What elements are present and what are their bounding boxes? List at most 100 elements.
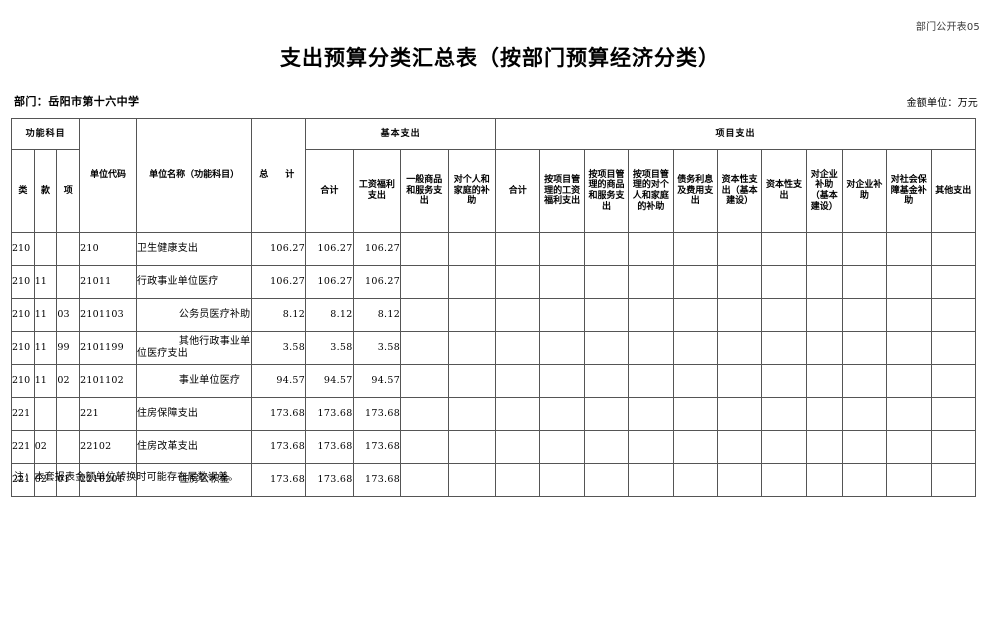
header-row-columns: 类 款 项 合计 工资福利支出 一般商品和服务支出 对个人和家庭的补助 合计 按… <box>11 149 976 233</box>
cell-proj_ent_cons <box>805 298 843 332</box>
cell-proj_personal <box>628 331 674 365</box>
table-row: 221 02 01 2210201 住房公积金 173.68 173.68 173.68 <box>11 463 976 497</box>
header-project-expenditure: 项目支出 <box>495 118 976 150</box>
header-proj-goods: 按项目管理的商品和服务支出 <box>583 149 630 233</box>
table-row: 210 11 99 2101199 其他行政事业单位医疗支出 3.58 3.58 3.58 <box>11 331 976 365</box>
cell-proj_salary <box>539 397 585 431</box>
cell-proj_ent <box>841 364 888 398</box>
cell-proj_ent_cons <box>805 265 843 299</box>
cell-proj_ent_cons <box>805 430 843 464</box>
cell-proj_capital_cons <box>716 364 763 398</box>
cell-proj_salary <box>539 331 585 365</box>
header-proj-enterprise: 对企业补助 <box>841 149 888 233</box>
table-header: 功能科目 单位代码 单位名称（功能科目） 总 计 基本支出 项目支出 类 款 项… <box>10 118 976 233</box>
cell-basic_salary: 3.58 <box>352 331 402 365</box>
cell-basic_total: 106.27 <box>305 265 354 299</box>
cell-unit-code: 22102 <box>79 430 137 464</box>
cell-total: 173.68 <box>251 430 307 464</box>
department-label: 部门：岳阳市第十六中学 <box>14 95 140 108</box>
cell-basic_salary: 173.68 <box>352 430 402 464</box>
cell-proj_salary <box>539 232 585 266</box>
cell-proj_capital <box>761 364 807 398</box>
cell-lei: 210 <box>11 364 35 398</box>
cell-proj_capital_cons <box>716 331 763 365</box>
cell-proj_total <box>495 232 541 266</box>
cell-unit-name: 住房保障支出 <box>135 397 253 431</box>
header-unit-name: 单位名称（功能科目） <box>135 118 253 233</box>
cell-xiang <box>56 430 81 464</box>
header-basic-total: 合计 <box>305 149 354 233</box>
cell-basic_personal <box>447 331 497 365</box>
cell-proj_goods <box>583 265 630 299</box>
cell-proj_debt <box>672 463 718 497</box>
cell-proj_other <box>930 331 976 365</box>
cell-xiang: 99 <box>56 331 81 365</box>
cell-proj_social <box>886 331 932 365</box>
cell-unit-code: 210 <box>79 232 137 266</box>
cell-proj_debt <box>672 430 718 464</box>
header-proj-social-security: 对社会保障基金补助 <box>886 149 932 233</box>
cell-kuan <box>33 232 58 266</box>
cell-proj_salary <box>539 430 585 464</box>
cell-proj_debt <box>672 298 718 332</box>
cell-proj_social <box>886 397 932 431</box>
cell-unit-name: 行政事业单位医疗 <box>135 265 253 299</box>
cell-proj_total <box>495 364 541 398</box>
cell-unit-code: 21011 <box>79 265 137 299</box>
cell-proj_other <box>930 430 976 464</box>
cell-basic_goods <box>400 463 449 497</box>
cell-basic_salary: 106.27 <box>352 232 402 266</box>
cell-proj_salary <box>539 265 585 299</box>
cell-kuan: 11 <box>33 364 58 398</box>
cell-proj_capital <box>761 463 807 497</box>
cell-proj_ent <box>841 463 888 497</box>
header-unit-code: 单位代码 <box>79 118 137 233</box>
cell-proj_capital_cons <box>716 298 763 332</box>
cell-proj_personal <box>628 397 674 431</box>
cell-proj_total <box>495 397 541 431</box>
cell-proj_salary <box>539 298 585 332</box>
cell-proj_personal <box>628 430 674 464</box>
form-number: 部门公开表05 <box>915 22 980 33</box>
table-row: 210 11 02 2101102 事业单位医疗 94.57 94.57 94.57 <box>11 364 976 398</box>
cell-proj_capital <box>761 430 807 464</box>
cell-proj_total <box>495 265 541 299</box>
cell-lei: 210 <box>11 331 35 365</box>
cell-proj_social <box>886 364 932 398</box>
cell-basic_salary: 8.12 <box>352 298 402 332</box>
cell-xiang: 02 <box>56 364 81 398</box>
cell-proj_ent_cons <box>805 463 843 497</box>
cell-unit-name: 卫生健康支出 <box>135 232 253 266</box>
cell-proj_goods <box>583 364 630 398</box>
header-lei: 类 <box>11 149 35 233</box>
cell-proj_debt <box>672 397 718 431</box>
cell-basic_personal <box>447 430 497 464</box>
cell-proj_social <box>886 463 932 497</box>
cell-kuan: 11 <box>33 265 58 299</box>
cell-kuan: 11 <box>33 298 58 332</box>
budget-table: 功能科目 单位代码 单位名称（功能科目） 总 计 基本支出 项目支出 类 款 项… <box>10 118 976 497</box>
cell-unit-code: 2101102 <box>79 364 137 398</box>
cell-xiang <box>56 232 81 266</box>
cell-total: 106.27 <box>251 265 307 299</box>
cell-unit-name: 住房公积金 <box>135 463 253 497</box>
table-row: 210 11 03 2101103 公务员医疗补助 8.12 8.12 8.12 <box>11 298 976 332</box>
cell-proj_other <box>930 463 976 497</box>
budget-table-container: 功能科目 单位代码 单位名称（功能科目） 总 计 基本支出 项目支出 类 款 项… <box>10 118 976 497</box>
header-kuan: 款 <box>33 149 58 233</box>
cell-proj_total <box>495 331 541 365</box>
cell-basic_goods <box>400 364 449 398</box>
cell-basic_total: 173.68 <box>305 463 354 497</box>
header-function-subject: 功能科目 <box>10 118 81 150</box>
cell-unit-code: 2101199 <box>79 331 137 365</box>
cell-proj_total <box>495 430 541 464</box>
cell-unit-code: 221 <box>79 397 137 431</box>
cell-proj_ent <box>841 265 888 299</box>
cell-proj_ent_cons <box>805 397 843 431</box>
cell-basic_total: 3.58 <box>305 331 354 365</box>
cell-proj_debt <box>672 331 718 365</box>
cell-basic_personal <box>447 397 497 431</box>
cell-proj_capital <box>761 298 807 332</box>
cell-total: 173.68 <box>251 397 307 431</box>
cell-kuan <box>33 397 58 431</box>
